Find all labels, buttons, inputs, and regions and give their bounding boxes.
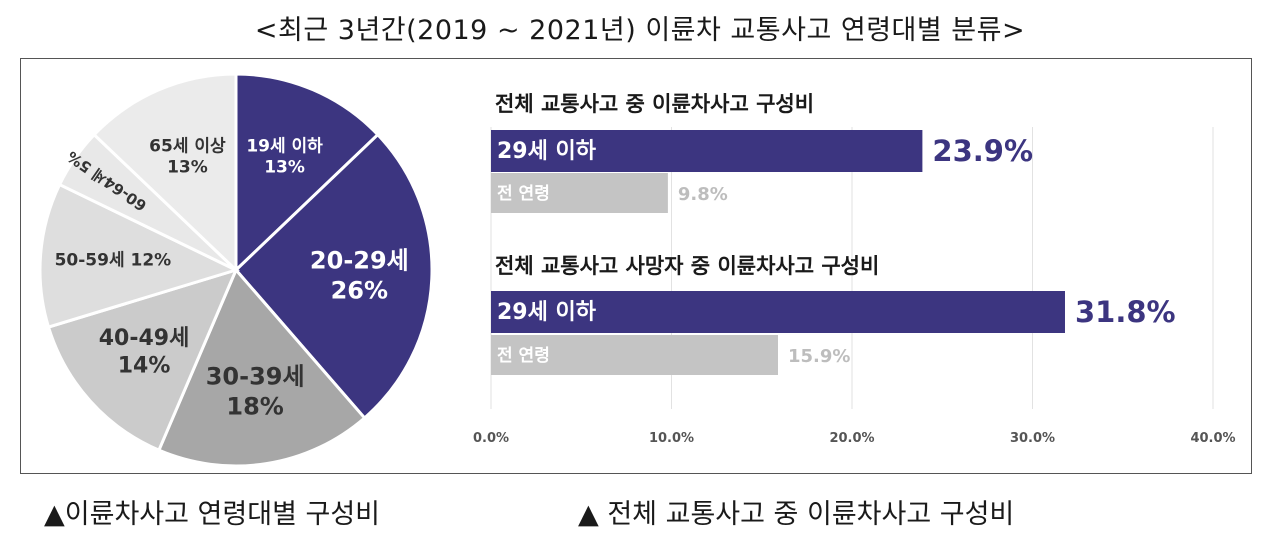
- bar-value-label: 31.8%: [1075, 295, 1176, 329]
- x-tick-label: 20.0%: [829, 431, 874, 446]
- pie-value-label: 18%: [226, 393, 283, 421]
- pie-slice: [46, 267, 239, 453]
- pie-label: 30-39세: [206, 363, 305, 391]
- caption-pie: ▲이륜차사고 연령대별 구성비: [44, 499, 381, 530]
- bar-value-label: 9.8%: [678, 184, 728, 205]
- bar-value-label: 23.9%: [932, 134, 1033, 168]
- pie-label: 40-49세: [99, 326, 190, 351]
- bar: [491, 335, 778, 375]
- chart-canvas: 19세 이하13%20-29세26%30-39세18%40-49세14%50-5…: [38, 72, 1236, 468]
- x-tick-label: 10.0%: [649, 431, 694, 446]
- bar: [491, 130, 923, 172]
- bar: [491, 173, 668, 213]
- pie-slice: [92, 72, 238, 274]
- pie-slice: [234, 72, 380, 274]
- bar-group-title: 전체 교통사고 중 이륜차사고 구성비: [495, 92, 814, 116]
- pie-slice: [156, 267, 367, 468]
- pie-label: 20-29세: [310, 246, 409, 274]
- pie-slice: [233, 132, 434, 421]
- x-tick-label: 30.0%: [1010, 431, 1055, 446]
- bar-group-title: 전체 교통사고 사망자 중 이륜차사고 구성비: [495, 254, 879, 278]
- bar-category-label: 29세 이하: [497, 300, 597, 325]
- pie-label: 50-59세 12%: [55, 250, 172, 270]
- pie-label: 65세 이상: [149, 136, 226, 156]
- caption-bar: ▲ 전체 교통사고 중 이륜차사고 구성비: [578, 499, 1015, 530]
- bar-category-label: 전 연령: [497, 345, 550, 366]
- bar-value-label: 15.9%: [788, 346, 850, 367]
- pie-value-label: 13%: [167, 158, 208, 178]
- pie-value-label: 13%: [264, 158, 305, 178]
- bar: [491, 291, 1065, 333]
- x-tick-label: 40.0%: [1190, 431, 1235, 446]
- bar-category-label: 29세 이하: [497, 139, 597, 164]
- page-title: <최근 3년간(2019 ~ 2021년) 이륜차 교통사고 연령대별 분류>: [254, 15, 1026, 46]
- bar-category-label: 전 연령: [497, 183, 550, 204]
- pie-label: 19세 이하: [246, 136, 323, 156]
- x-tick-label: 0.0%: [473, 431, 509, 446]
- pie-value-label: 14%: [118, 354, 171, 379]
- pie-value-label: 26%: [331, 276, 388, 304]
- pie-slice: [38, 182, 241, 329]
- chart-panel: 19세 이하 13% 20-29세 26% 30-39세 18% 40-49세 14% 50-5…: [20, 58, 1252, 474]
